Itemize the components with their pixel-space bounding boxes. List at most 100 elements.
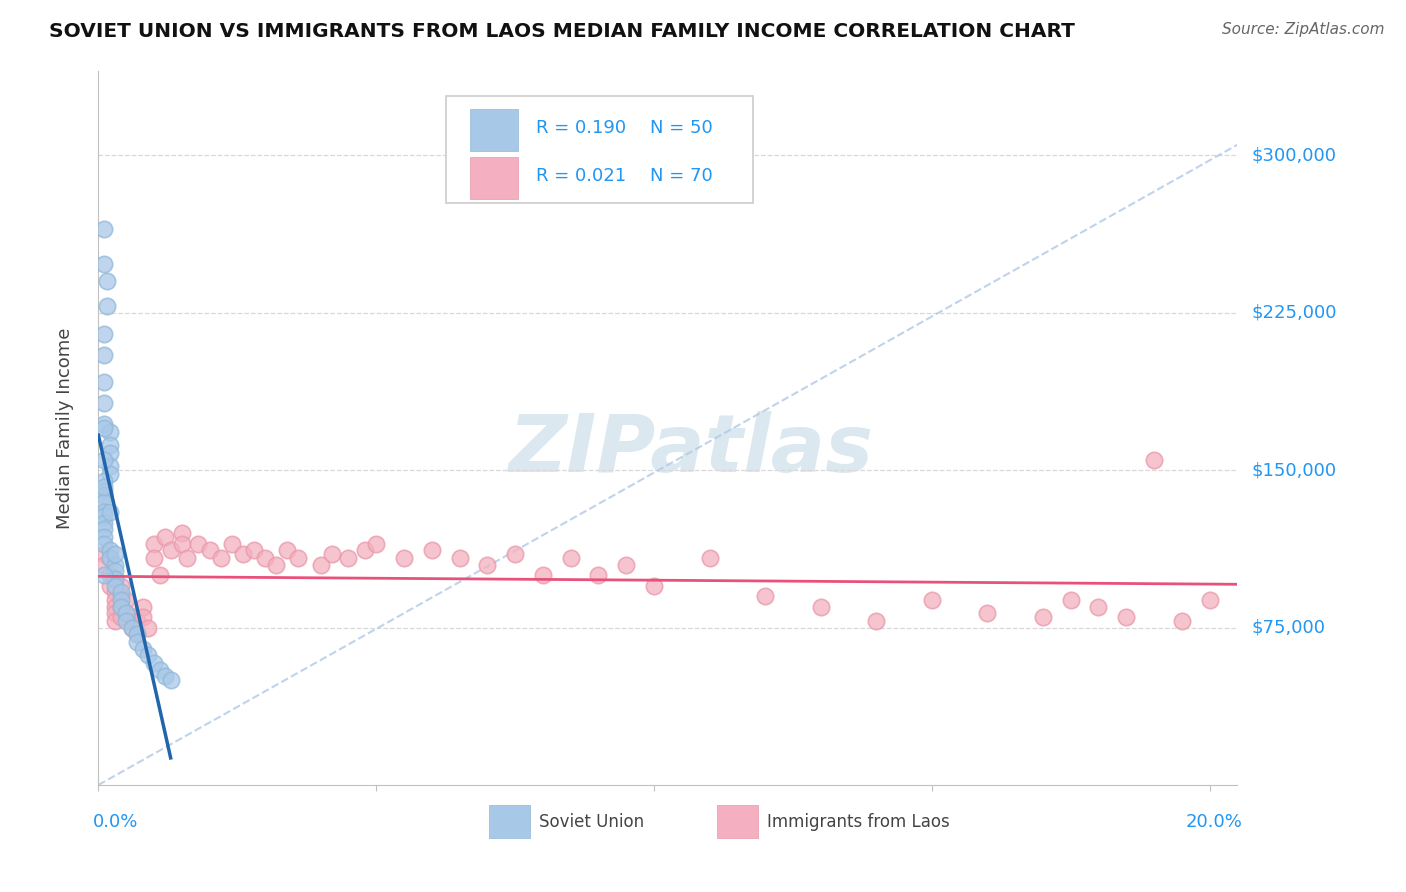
Point [98, 551, 121, 566]
Point [93, 516, 115, 530]
Point [243, 542, 266, 557]
Text: 20.0%: 20.0% [1187, 814, 1243, 831]
Text: R = 0.190: R = 0.190 [536, 120, 626, 137]
Point [1198, 593, 1220, 607]
Point [110, 599, 132, 614]
FancyBboxPatch shape [470, 157, 517, 199]
Point [93, 257, 115, 271]
Point [170, 536, 193, 550]
Point [232, 547, 254, 561]
Point [264, 558, 287, 572]
Point [309, 558, 332, 572]
Point [170, 526, 193, 541]
Text: R = 0.021: R = 0.021 [536, 168, 626, 186]
Point [976, 606, 998, 620]
Text: N = 70: N = 70 [650, 168, 713, 186]
Point [93, 480, 115, 494]
Point [127, 627, 149, 641]
Point [121, 621, 143, 635]
Point [159, 542, 181, 557]
Point [98, 438, 121, 452]
Point [98, 551, 121, 566]
Point [110, 593, 132, 607]
Point [138, 648, 160, 662]
Point [560, 551, 582, 566]
Point [198, 542, 221, 557]
Point [159, 673, 181, 687]
Point [98, 446, 121, 460]
Point [104, 606, 127, 620]
Point [531, 568, 554, 582]
Point [93, 348, 115, 362]
Text: $150,000: $150,000 [1251, 461, 1336, 479]
Point [93, 417, 115, 431]
Point [699, 551, 721, 566]
Point [96, 274, 118, 288]
Point [93, 421, 115, 435]
Point [93, 375, 115, 389]
Point [354, 542, 377, 557]
Text: N = 50: N = 50 [650, 120, 713, 137]
Point [93, 522, 115, 536]
Point [127, 635, 149, 649]
Point [98, 467, 121, 482]
Point [148, 568, 170, 582]
Point [221, 536, 243, 550]
Point [287, 551, 309, 566]
Point [392, 551, 415, 566]
Point [121, 621, 143, 635]
Point [93, 547, 115, 561]
Point [921, 593, 943, 607]
Point [93, 488, 115, 502]
Point [1143, 452, 1166, 467]
Point [93, 474, 115, 488]
Point [104, 585, 127, 599]
Point [110, 599, 132, 614]
Point [115, 606, 138, 620]
Point [337, 551, 360, 566]
Point [115, 614, 138, 628]
Point [93, 509, 115, 524]
Point [98, 578, 121, 592]
Point [98, 505, 121, 519]
Point [503, 547, 526, 561]
Point [98, 458, 121, 473]
Point [143, 657, 166, 671]
Point [115, 593, 138, 607]
Text: ZIPatlas: ZIPatlas [508, 410, 873, 489]
Point [104, 558, 127, 572]
Text: $300,000: $300,000 [1251, 146, 1336, 164]
Point [104, 614, 127, 628]
Text: 0.0%: 0.0% [93, 814, 138, 831]
Point [104, 599, 127, 614]
Point [153, 669, 176, 683]
Point [110, 589, 132, 603]
Point [153, 530, 176, 544]
Point [104, 578, 127, 592]
Point [115, 606, 138, 620]
Point [209, 551, 232, 566]
Point [93, 505, 115, 519]
Point [121, 610, 143, 624]
Text: Immigrants from Laos: Immigrants from Laos [766, 814, 949, 831]
Point [98, 568, 121, 582]
Point [93, 396, 115, 410]
Point [127, 627, 149, 641]
Text: $75,000: $75,000 [1251, 618, 1326, 637]
Point [614, 558, 637, 572]
Point [132, 599, 155, 614]
Point [104, 572, 127, 586]
Point [104, 564, 127, 578]
Point [132, 610, 155, 624]
Point [588, 568, 610, 582]
Point [96, 300, 118, 314]
Point [110, 585, 132, 599]
Point [1170, 614, 1192, 628]
Point [110, 578, 132, 592]
Point [1059, 593, 1081, 607]
Point [104, 572, 127, 586]
Point [104, 547, 127, 561]
Point [93, 484, 115, 499]
Point [98, 425, 121, 440]
Point [187, 536, 209, 550]
